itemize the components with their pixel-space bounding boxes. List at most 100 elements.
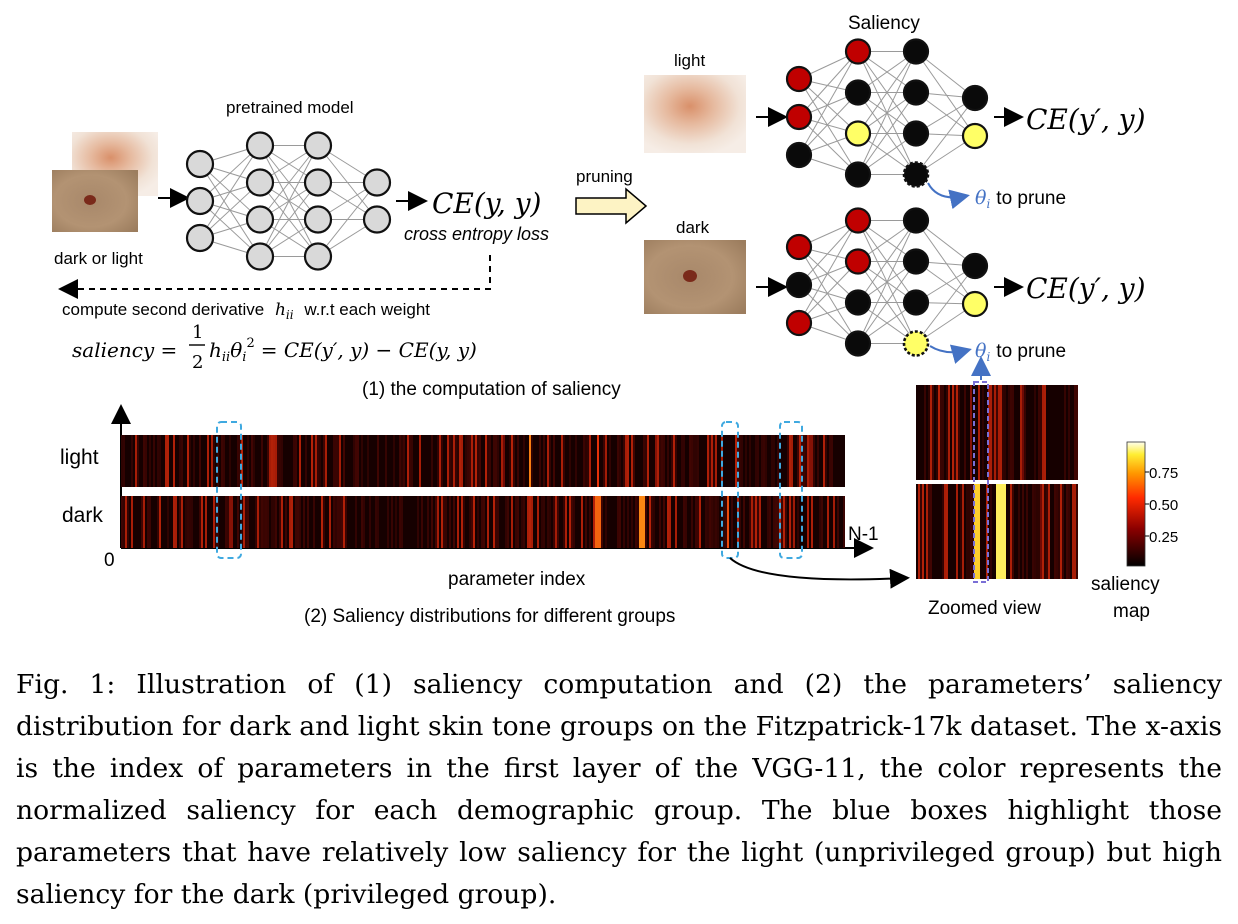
saliency-bar — [275, 496, 277, 548]
saliency-bar — [527, 496, 529, 548]
saliency-bar — [960, 484, 962, 579]
saliency-bar — [167, 496, 169, 548]
saliency-bar — [159, 435, 161, 487]
colorbar-label-line2: map — [1113, 601, 1150, 622]
saliency-bar — [791, 496, 793, 548]
saliency-bar — [968, 484, 970, 579]
saliency-bar — [739, 435, 741, 487]
saliency-bar — [355, 435, 357, 487]
saliency-bar — [956, 484, 958, 579]
saliency-bar — [713, 435, 715, 487]
saliency-bar — [295, 435, 297, 487]
saliency-bar — [737, 435, 739, 487]
input-label: dark or light — [54, 249, 143, 268]
saliency-bar — [918, 484, 920, 579]
saliency-bar — [575, 435, 577, 487]
saliency-bar — [749, 496, 751, 548]
saliency-bar — [745, 435, 747, 487]
saliency-bar — [659, 435, 661, 487]
network-node — [961, 290, 989, 318]
saliency-bar — [263, 496, 265, 548]
saliency-bar — [549, 435, 551, 487]
saliency-bar — [1020, 385, 1022, 480]
saliency-bar — [445, 496, 447, 548]
saliency-bar — [531, 496, 533, 548]
saliency-bar — [307, 496, 309, 548]
saliency-bar — [471, 435, 473, 487]
saliency-bar — [589, 435, 591, 487]
network-node — [902, 330, 930, 357]
saliency-bar — [779, 496, 781, 548]
network-node — [844, 330, 872, 357]
saliency-bar — [497, 435, 499, 487]
saliency-bar — [411, 435, 413, 487]
network-node — [303, 168, 333, 197]
saliency-bar — [669, 496, 671, 548]
saliency-bar — [970, 484, 972, 579]
saliency-bar — [449, 435, 451, 487]
saliency-bar — [273, 496, 275, 548]
saliency-bar — [749, 435, 751, 487]
saliency-bar — [253, 435, 255, 487]
saliency-bar — [449, 496, 451, 548]
saliency-bar — [585, 496, 587, 548]
saliency-bar — [143, 496, 145, 548]
saliency-bar — [994, 385, 996, 480]
saliency-bar — [811, 435, 813, 487]
saliency-bar — [517, 496, 519, 548]
saliency-bar — [291, 496, 293, 548]
saliency-bar — [655, 435, 657, 487]
saliency-bar — [581, 496, 583, 548]
saliency-middle: hiiθi2 = CE(y′, y) − CE(y, y) — [209, 336, 477, 365]
saliency-bar — [497, 496, 499, 548]
saliency-bar — [361, 435, 363, 487]
saliency-bar — [631, 496, 633, 548]
saliency-bar — [547, 496, 549, 548]
saliency-bar — [143, 435, 145, 487]
saliency-bar — [1038, 385, 1040, 480]
saliency-bar — [479, 435, 481, 487]
network-edge — [798, 51, 859, 156]
saliency-bar — [1022, 385, 1024, 480]
saliency-bar — [357, 435, 359, 487]
saliency-bar — [837, 496, 839, 548]
saliency-bar — [179, 496, 181, 548]
saliency-bar — [1076, 385, 1078, 480]
saliency-bar — [643, 435, 645, 487]
saliency-bar — [247, 435, 249, 487]
saliency-bar — [1062, 484, 1064, 579]
saliency-bar — [529, 496, 531, 548]
saliency-bar — [437, 496, 439, 548]
saliency-bar — [453, 435, 455, 487]
saliency-bar — [667, 435, 669, 487]
saliency-bar — [437, 435, 439, 487]
network-node — [362, 168, 392, 197]
saliency-bar — [523, 496, 525, 548]
saliency-bar — [229, 496, 231, 548]
saliency-bar — [647, 435, 649, 487]
saliency-bar — [457, 435, 459, 487]
saliency-bar — [457, 496, 459, 548]
saliency-bar — [127, 496, 129, 548]
saliency-bar — [813, 435, 815, 487]
network-node — [902, 248, 930, 275]
saliency-bar — [593, 496, 595, 548]
theta-symbol: θ — [975, 187, 987, 209]
saliency-bar — [589, 496, 591, 548]
network-edge — [259, 145, 319, 220]
saliency-bar — [681, 435, 683, 487]
light-prune-text: θi to prune — [975, 187, 1066, 211]
saliency-bar — [651, 496, 653, 548]
colorbar-label-line1: saliency — [1091, 574, 1160, 595]
network-node — [844, 120, 872, 147]
saliency-bar — [565, 496, 567, 548]
saliency-bar — [777, 496, 779, 548]
saliency-bar — [735, 435, 737, 487]
saliency-bar — [713, 496, 715, 548]
saliency-bar — [637, 496, 639, 548]
saliency-bar — [211, 435, 213, 487]
network-edge — [317, 182, 378, 257]
network-edge — [915, 51, 976, 137]
saliency-bar — [683, 435, 685, 487]
saliency-bar — [996, 385, 998, 480]
